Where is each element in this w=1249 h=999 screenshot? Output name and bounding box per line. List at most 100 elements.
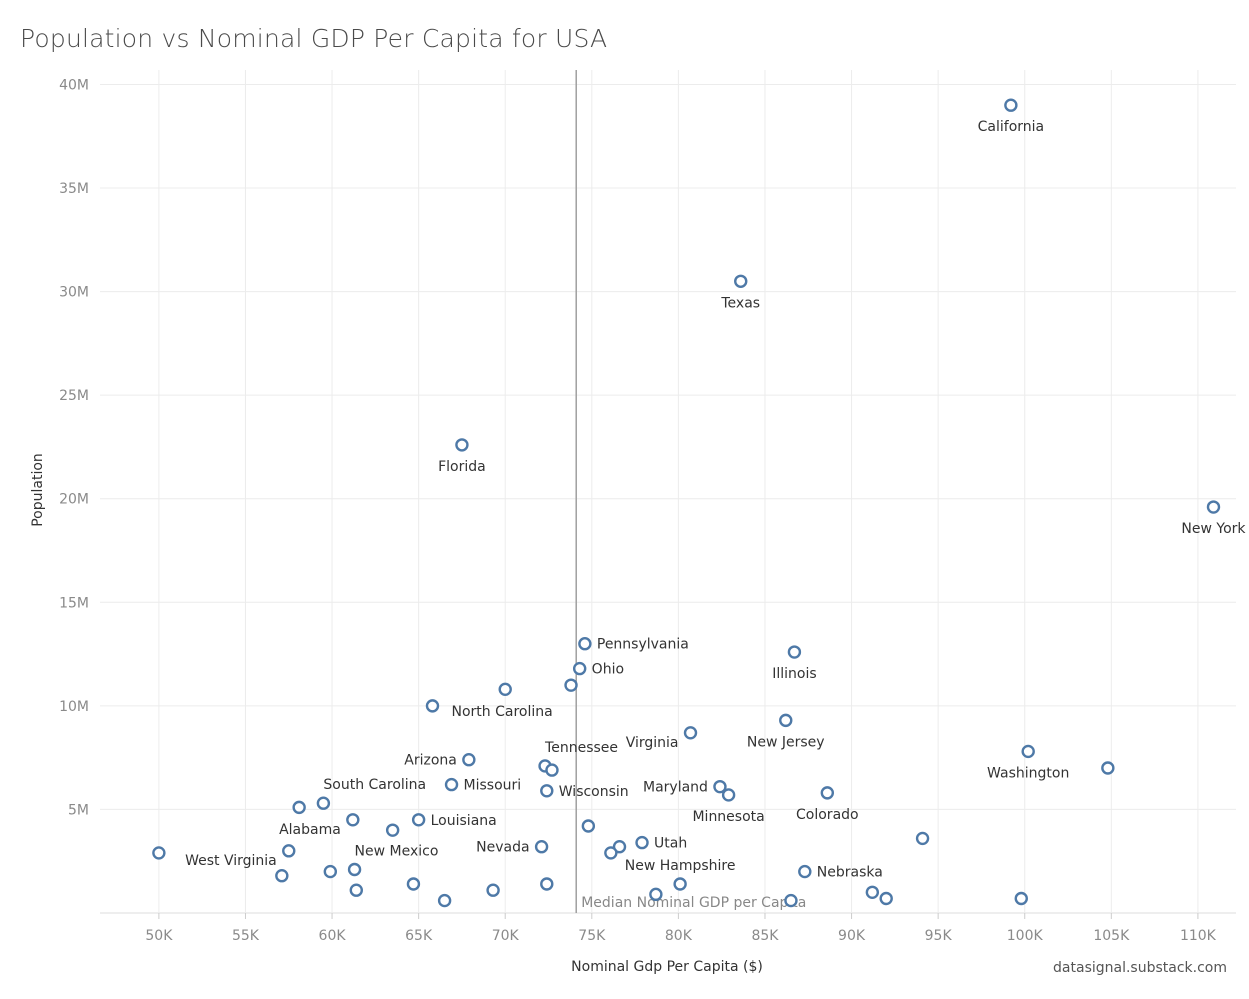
data-point bbox=[346, 813, 360, 827]
data-point bbox=[540, 784, 554, 798]
x-tick-label: 95K bbox=[925, 928, 953, 944]
x-tick-label: 60K bbox=[319, 928, 347, 944]
y-axis-title: Population bbox=[30, 453, 46, 527]
grid-lines bbox=[100, 70, 1236, 919]
point-label: New Mexico bbox=[355, 844, 439, 860]
x-tick-label: 90K bbox=[838, 928, 866, 944]
point-label: Nebraska bbox=[817, 865, 883, 881]
x-axis-ticks: 50K 55K 60K 65K 70K 75K 80K 85K 90K 95K 100K 105K 11… bbox=[145, 928, 1216, 944]
x-tick-label: 100K bbox=[1007, 928, 1044, 944]
point-label: Maryland bbox=[643, 780, 708, 796]
data-point bbox=[316, 796, 331, 810]
data-point bbox=[1004, 98, 1018, 112]
data-point bbox=[534, 840, 549, 854]
data-point bbox=[564, 678, 578, 692]
data-point bbox=[683, 726, 698, 740]
x-tick-label: 55K bbox=[232, 928, 260, 944]
data-point bbox=[455, 438, 469, 452]
point-label: California bbox=[978, 119, 1044, 135]
y-tick-label: 25M bbox=[59, 388, 89, 404]
data-point bbox=[498, 682, 512, 697]
data-point bbox=[1101, 761, 1115, 775]
data-point bbox=[713, 779, 727, 794]
data-point bbox=[323, 864, 338, 879]
point-label: Missouri bbox=[464, 778, 522, 794]
data-point bbox=[734, 274, 748, 288]
data-point bbox=[649, 887, 663, 902]
source-credit: datasignal.substack.com bbox=[1053, 960, 1227, 976]
data-point bbox=[292, 800, 306, 815]
data-point bbox=[612, 840, 627, 854]
data-point bbox=[282, 844, 296, 858]
data-point bbox=[820, 786, 835, 800]
data-point bbox=[798, 864, 812, 879]
data-point bbox=[437, 893, 452, 908]
point-label: New York bbox=[1181, 521, 1246, 537]
chart-title: Population vs Nominal GDP Per Capita for… bbox=[20, 24, 608, 53]
median-reference-line-group: Median Nominal GDP per Capita bbox=[575, 70, 806, 913]
x-tick-label: 65K bbox=[405, 928, 433, 944]
point-label: New Jersey bbox=[747, 734, 825, 750]
y-tick-label: 20M bbox=[59, 492, 89, 508]
data-point bbox=[540, 877, 554, 891]
y-tick-label: 40M bbox=[59, 77, 89, 93]
y-tick-label: 35M bbox=[59, 181, 89, 197]
y-tick-label: 15M bbox=[59, 595, 89, 611]
x-tick-label: 70K bbox=[492, 928, 520, 944]
data-point bbox=[779, 713, 793, 728]
point-label: Florida bbox=[438, 459, 486, 475]
median-line-label: Median Nominal GDP per Capita bbox=[581, 895, 806, 911]
data-point bbox=[152, 846, 166, 860]
y-tick-label: 30M bbox=[59, 285, 89, 301]
data-point bbox=[673, 877, 687, 891]
x-tick-label: 75K bbox=[578, 928, 606, 944]
data-point bbox=[721, 788, 736, 802]
x-tick-label: 85K bbox=[751, 928, 779, 944]
point-label: Louisiana bbox=[431, 813, 497, 829]
data-point bbox=[545, 763, 559, 777]
point-label: Minnesota bbox=[692, 809, 764, 825]
data-point bbox=[444, 777, 459, 792]
point-label: Pennsylvania bbox=[597, 637, 689, 653]
x-axis-title: Nominal Gdp Per Capita ($) bbox=[571, 959, 763, 975]
data-point bbox=[787, 645, 802, 659]
data-point bbox=[581, 819, 596, 833]
y-axis-ticks: 5M 10M 15M 20M 25M 30M 35M 40M bbox=[59, 77, 89, 818]
data-point bbox=[275, 869, 289, 883]
point-labels: California Texas Florida New York Pennsylvan… bbox=[185, 119, 1246, 880]
point-label: New Hampshire bbox=[625, 858, 736, 874]
point-label: Wisconsin bbox=[559, 784, 629, 800]
data-point bbox=[349, 883, 363, 897]
x-tick-label: 105K bbox=[1093, 928, 1130, 944]
data-point bbox=[385, 823, 400, 837]
data-point bbox=[347, 862, 362, 877]
data-point bbox=[578, 637, 592, 651]
data-point bbox=[915, 831, 930, 846]
point-label: Utah bbox=[654, 836, 687, 852]
point-label: Virginia bbox=[626, 735, 679, 751]
data-point bbox=[486, 883, 500, 897]
data-point bbox=[1206, 500, 1221, 514]
point-label: Alabama bbox=[279, 822, 341, 838]
data-point bbox=[604, 846, 618, 860]
data-point bbox=[635, 835, 649, 850]
point-label: North Carolina bbox=[451, 704, 552, 720]
data-point bbox=[784, 893, 798, 908]
point-label: Tennessee bbox=[544, 740, 618, 756]
point-label: Ohio bbox=[592, 662, 624, 678]
x-tick-label: 80K bbox=[665, 928, 693, 944]
data-point bbox=[462, 753, 476, 767]
y-tick-label: 10M bbox=[59, 699, 89, 715]
point-label: Nevada bbox=[476, 840, 529, 856]
data-point bbox=[425, 699, 440, 713]
point-label: Colorado bbox=[796, 807, 859, 823]
data-point bbox=[411, 813, 426, 827]
data-point bbox=[1014, 891, 1028, 906]
data-point bbox=[406, 877, 421, 891]
data-point bbox=[572, 661, 587, 676]
x-tick-label: 50K bbox=[145, 928, 173, 944]
point-label: South Carolina bbox=[323, 777, 426, 793]
point-label: Illinois bbox=[772, 666, 816, 682]
point-label: Arizona bbox=[404, 753, 457, 769]
